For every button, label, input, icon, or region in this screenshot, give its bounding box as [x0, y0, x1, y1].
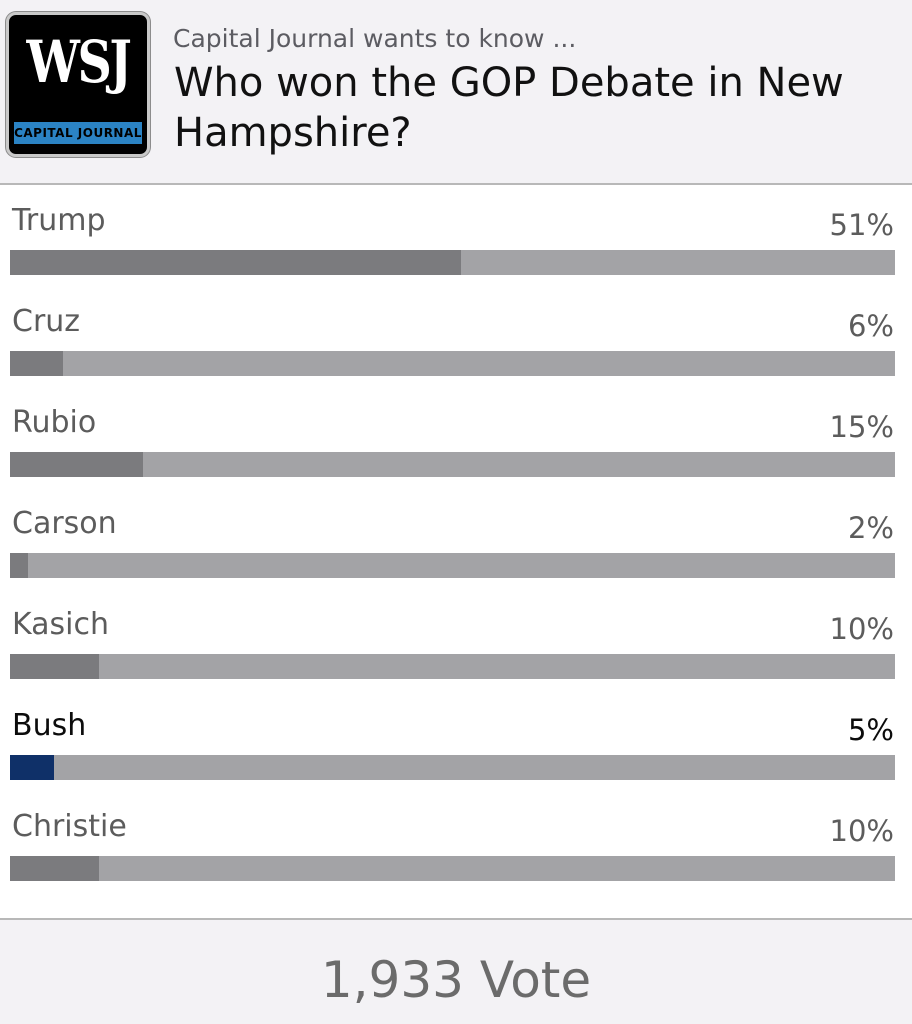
option-label: Carson	[12, 506, 117, 541]
poll-options: Trump 51% Cruz 6% Rubio 15% Carson 2% Ka…	[0, 187, 912, 894]
result-bar-fill	[10, 856, 99, 881]
result-bar-track	[10, 654, 895, 679]
logo-wordmark: WSJ	[26, 28, 132, 96]
option-label: Bush	[12, 708, 87, 743]
option-percent: 51%	[829, 208, 894, 242]
poll-option-carson[interactable]: Carson 2%	[0, 490, 912, 591]
result-bar-fill	[10, 452, 143, 477]
result-bar-fill	[10, 755, 55, 780]
option-percent: 5%	[847, 713, 894, 747]
option-label: Cruz	[12, 304, 81, 339]
poll-option-trump[interactable]: Trump 51%	[0, 187, 912, 288]
poll-option-christie[interactable]: Christie 10%	[0, 793, 912, 894]
result-bar-track	[10, 755, 895, 780]
result-bar-track	[10, 856, 895, 881]
result-bar-track	[10, 250, 895, 275]
poll-header: WSJ CAPITAL JOURNAL Capital Journal want…	[0, 0, 912, 185]
poll-footer: 1,933 Vote	[0, 918, 912, 1024]
result-bar-fill	[10, 250, 462, 275]
result-bar-fill	[10, 553, 28, 578]
vote-count: 1,933 Vote	[320, 951, 592, 1009]
option-percent: 10%	[829, 612, 894, 646]
result-bar-track	[10, 452, 895, 477]
option-label: Trump	[12, 203, 106, 238]
result-bar-track	[10, 553, 895, 578]
poll-option-bush[interactable]: Bush 5%	[0, 692, 912, 793]
poll-kicker: Capital Journal wants to know ...	[173, 24, 577, 53]
option-percent: 15%	[829, 410, 894, 444]
poll-option-rubio[interactable]: Rubio 15%	[0, 389, 912, 490]
result-bar-track	[10, 351, 895, 376]
result-bar-fill	[10, 654, 99, 679]
logo-band: CAPITAL JOURNAL	[14, 122, 142, 144]
wsj-capital-journal-logo: WSJ CAPITAL JOURNAL	[6, 12, 150, 157]
poll-question: Who won the GOP Debate in New Hampshire?	[174, 60, 844, 156]
result-bar-fill	[10, 351, 64, 376]
option-percent: 2%	[847, 511, 894, 545]
option-label: Kasich	[12, 607, 110, 642]
option-percent: 6%	[847, 309, 894, 343]
poll-option-cruz[interactable]: Cruz 6%	[0, 288, 912, 389]
option-label: Rubio	[12, 405, 97, 440]
poll-option-kasich[interactable]: Kasich 10%	[0, 591, 912, 692]
option-label: Christie	[12, 809, 127, 844]
option-percent: 10%	[829, 814, 894, 848]
